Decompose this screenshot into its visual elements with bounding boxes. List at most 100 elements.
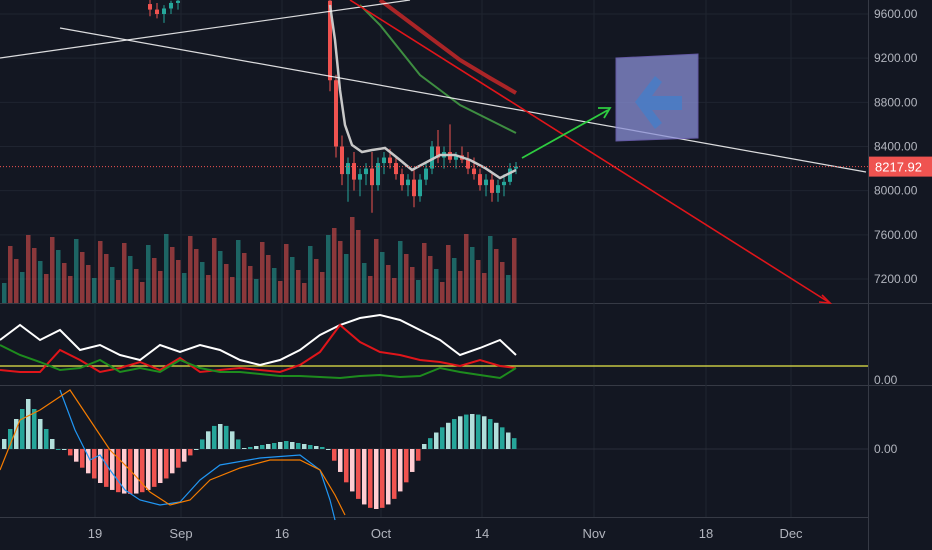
- macd-histogram-bar: [116, 449, 121, 493]
- volume-bar: [446, 245, 451, 303]
- candle-body: [346, 163, 350, 175]
- macd-histogram-bar: [62, 449, 67, 450]
- trendline-red: [349, 0, 831, 304]
- volume-bar: [344, 254, 349, 303]
- macd-histogram-bar: [278, 442, 283, 449]
- macd-histogram-bar: [302, 444, 307, 449]
- volume-bar: [398, 241, 403, 303]
- volume-bar: [74, 239, 79, 303]
- macd-histogram-bar: [242, 448, 247, 449]
- macd-histogram-bar: [428, 438, 433, 449]
- macd-signal-line: [0, 389, 346, 516]
- volume-bar: [56, 250, 61, 303]
- volume-bar: [32, 248, 37, 303]
- candle-body: [508, 168, 512, 182]
- time-tick-label: 16: [275, 526, 289, 541]
- macd-histogram-bar: [74, 449, 79, 462]
- macd-histogram-bar: [506, 432, 511, 449]
- macd-histogram-bar: [194, 449, 199, 450]
- oscillator-red-line: [0, 323, 517, 374]
- oscillator-panel: 0.00: [0, 313, 898, 387]
- macd-histogram-bar: [206, 431, 211, 449]
- candle-body: [472, 168, 476, 175]
- volume-bar: [224, 264, 229, 303]
- macd-histogram-bar: [50, 439, 55, 449]
- volume-bar: [218, 251, 223, 303]
- macd-histogram-bar: [488, 419, 493, 449]
- macd-histogram-bar: [368, 449, 373, 508]
- price-tick-label: 8000.00: [874, 184, 918, 198]
- price-tick-label: 9200.00: [874, 51, 918, 65]
- candle-body: [436, 146, 440, 158]
- macd-histogram-bar: [326, 449, 331, 450]
- volume-bar: [212, 238, 217, 303]
- macd-histogram-bar: [362, 449, 367, 505]
- volume-bar: [380, 252, 385, 303]
- macd-histogram-bar: [140, 449, 145, 493]
- macd-histogram-bar: [392, 449, 397, 499]
- candle-body: [334, 80, 338, 147]
- volume-bar: [482, 273, 487, 303]
- macd-histogram-bar: [26, 399, 31, 449]
- volume-bar: [362, 263, 367, 303]
- volume-bar: [296, 270, 301, 303]
- macd-histogram-bar: [248, 447, 253, 449]
- volume-bar: [476, 260, 481, 303]
- macd-histogram-bar: [314, 446, 319, 449]
- macd-histogram-bar: [422, 444, 427, 449]
- macd-histogram-bar: [170, 449, 175, 474]
- volume-bar: [110, 267, 115, 303]
- macd-histogram-bar: [230, 431, 235, 449]
- candle-body: [394, 163, 398, 175]
- moving-averages: [328, 0, 517, 180]
- volume-bar: [98, 241, 103, 303]
- ma-short: [328, 4, 517, 180]
- macd-histogram-bar: [134, 449, 139, 494]
- macd-histogram-bar: [470, 414, 475, 449]
- price-tick-label: 8800.00: [874, 95, 918, 109]
- annotation-box-arrow-icon: [635, 76, 682, 129]
- volume-bar: [338, 241, 343, 303]
- macd-histogram-bar: [494, 422, 499, 449]
- green-arrow-line: [521, 109, 609, 159]
- candle-body: [466, 159, 470, 169]
- macd-histogram-bar: [14, 419, 19, 449]
- volume-bar: [206, 275, 211, 303]
- volume-bar: [422, 243, 427, 303]
- macd-histogram-bar: [110, 449, 115, 490]
- volume-bar: [242, 253, 247, 303]
- macd-histogram-bar: [128, 449, 133, 494]
- macd-histogram-bar: [500, 427, 505, 449]
- macd-histogram-bar: [80, 449, 85, 468]
- macd-histogram-bar: [8, 429, 13, 449]
- candle-body: [454, 155, 458, 160]
- volume-bar: [416, 280, 421, 303]
- macd-histogram-bar: [254, 446, 259, 449]
- volume-bar: [290, 257, 295, 303]
- volume-bar: [404, 254, 409, 303]
- volume-bar: [194, 249, 199, 303]
- volume-bar: [164, 234, 169, 303]
- macd-histogram-bar: [476, 414, 481, 449]
- candle-body: [364, 168, 368, 175]
- green-arrow-head: [598, 107, 612, 119]
- volume-bar: [2, 283, 7, 303]
- volume-bar: [20, 272, 25, 303]
- volume-bar: [170, 247, 175, 303]
- volume-bar: [506, 275, 511, 303]
- macd-histogram-bar: [104, 449, 109, 487]
- volume-bar: [368, 276, 373, 303]
- macd-histogram-bar: [350, 449, 355, 492]
- macd-histogram-bar: [434, 432, 439, 449]
- candle-body: [502, 181, 506, 186]
- macd-histogram-bar: [344, 449, 349, 483]
- trendline-red-arrowhead: [818, 294, 833, 304]
- annotations: [521, 53, 699, 159]
- macd-histogram-bar: [20, 409, 25, 449]
- volume-bar: [254, 279, 259, 303]
- volume-bar: [314, 259, 319, 303]
- candle-body: [328, 0, 332, 81]
- candle-body: [176, 0, 180, 3]
- volume-bar: [8, 246, 13, 303]
